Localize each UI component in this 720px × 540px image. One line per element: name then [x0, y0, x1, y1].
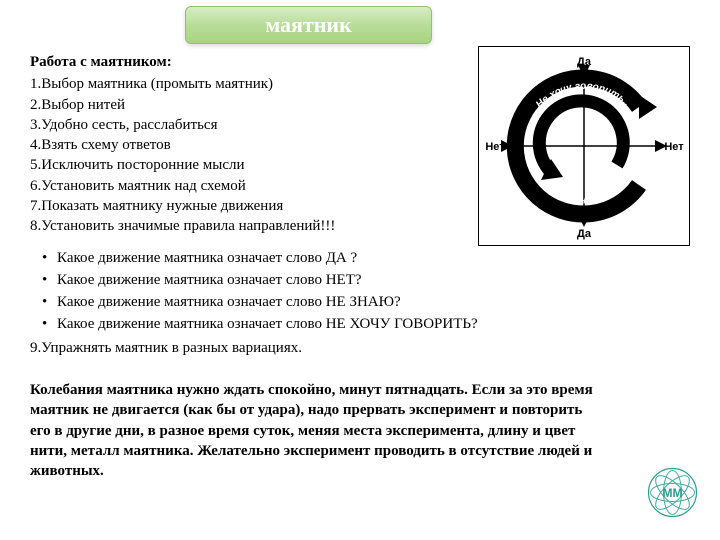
step-item: 8.Установить значимые правила направлени… — [30, 216, 460, 236]
step-item: 6.Установить маятник над схемой — [30, 176, 460, 196]
diagram-label-left: Нет — [485, 141, 505, 153]
step-item: 3.Удобно сесть, расслабиться — [30, 115, 460, 135]
step-item: 1.Выбор маятника (промыть маятник) — [30, 74, 460, 94]
diagram-label-bottom: Да — [577, 228, 592, 240]
logo-icon: ММ — [645, 465, 700, 520]
steps-header: Работа с маятником: — [30, 52, 460, 72]
steps-list: Работа с маятником: 1.Выбор маятника (пр… — [30, 52, 460, 236]
diagram-label-right: Нет — [664, 141, 684, 153]
page-title: маятник — [185, 6, 432, 44]
bullet-item: Какое движение маятника означает слово Д… — [42, 248, 662, 269]
bottom-paragraph: Колебания маятника нужно ждать спокойно,… — [30, 380, 600, 481]
step-9: 9.Упражнять маятник в разных вариациях. — [30, 340, 302, 357]
diagram-label-top: Да — [577, 56, 592, 68]
logo-text: ММ — [663, 486, 683, 500]
step-item: 4.Взять схему ответов — [30, 135, 460, 155]
step-item: 2.Выбор нитей — [30, 95, 460, 115]
bullet-item: Какое движение маятника означает слово Н… — [42, 292, 662, 313]
step-item: 7.Показать маятнику нужные движения — [30, 196, 460, 216]
step-item: 5.Исключить посторонние мысли — [30, 155, 460, 175]
pendulum-diagram: Не хочу говорить... Не знаю... Да Да Нет… — [478, 46, 690, 246]
questions-list: Какое движение маятника означает слово Д… — [42, 248, 662, 336]
bullet-item: Какое движение маятника означает слово Н… — [42, 270, 662, 291]
bullet-item: Какое движение маятника означает слово Н… — [42, 314, 662, 335]
